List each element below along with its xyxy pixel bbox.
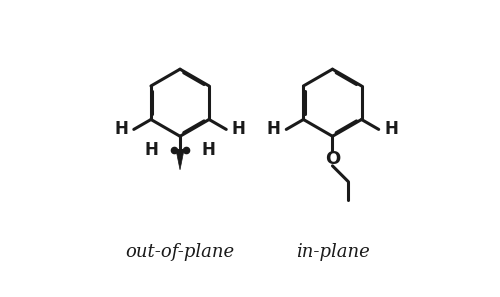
- Text: H: H: [145, 141, 158, 159]
- Text: in-plane: in-plane: [296, 243, 370, 261]
- Polygon shape: [176, 150, 184, 170]
- Text: H: H: [202, 141, 215, 159]
- Text: H: H: [267, 120, 281, 138]
- Text: O: O: [325, 150, 340, 168]
- Text: out-of-plane: out-of-plane: [126, 243, 234, 261]
- Text: H: H: [114, 120, 128, 138]
- Text: H: H: [232, 120, 245, 138]
- Text: H: H: [384, 120, 398, 138]
